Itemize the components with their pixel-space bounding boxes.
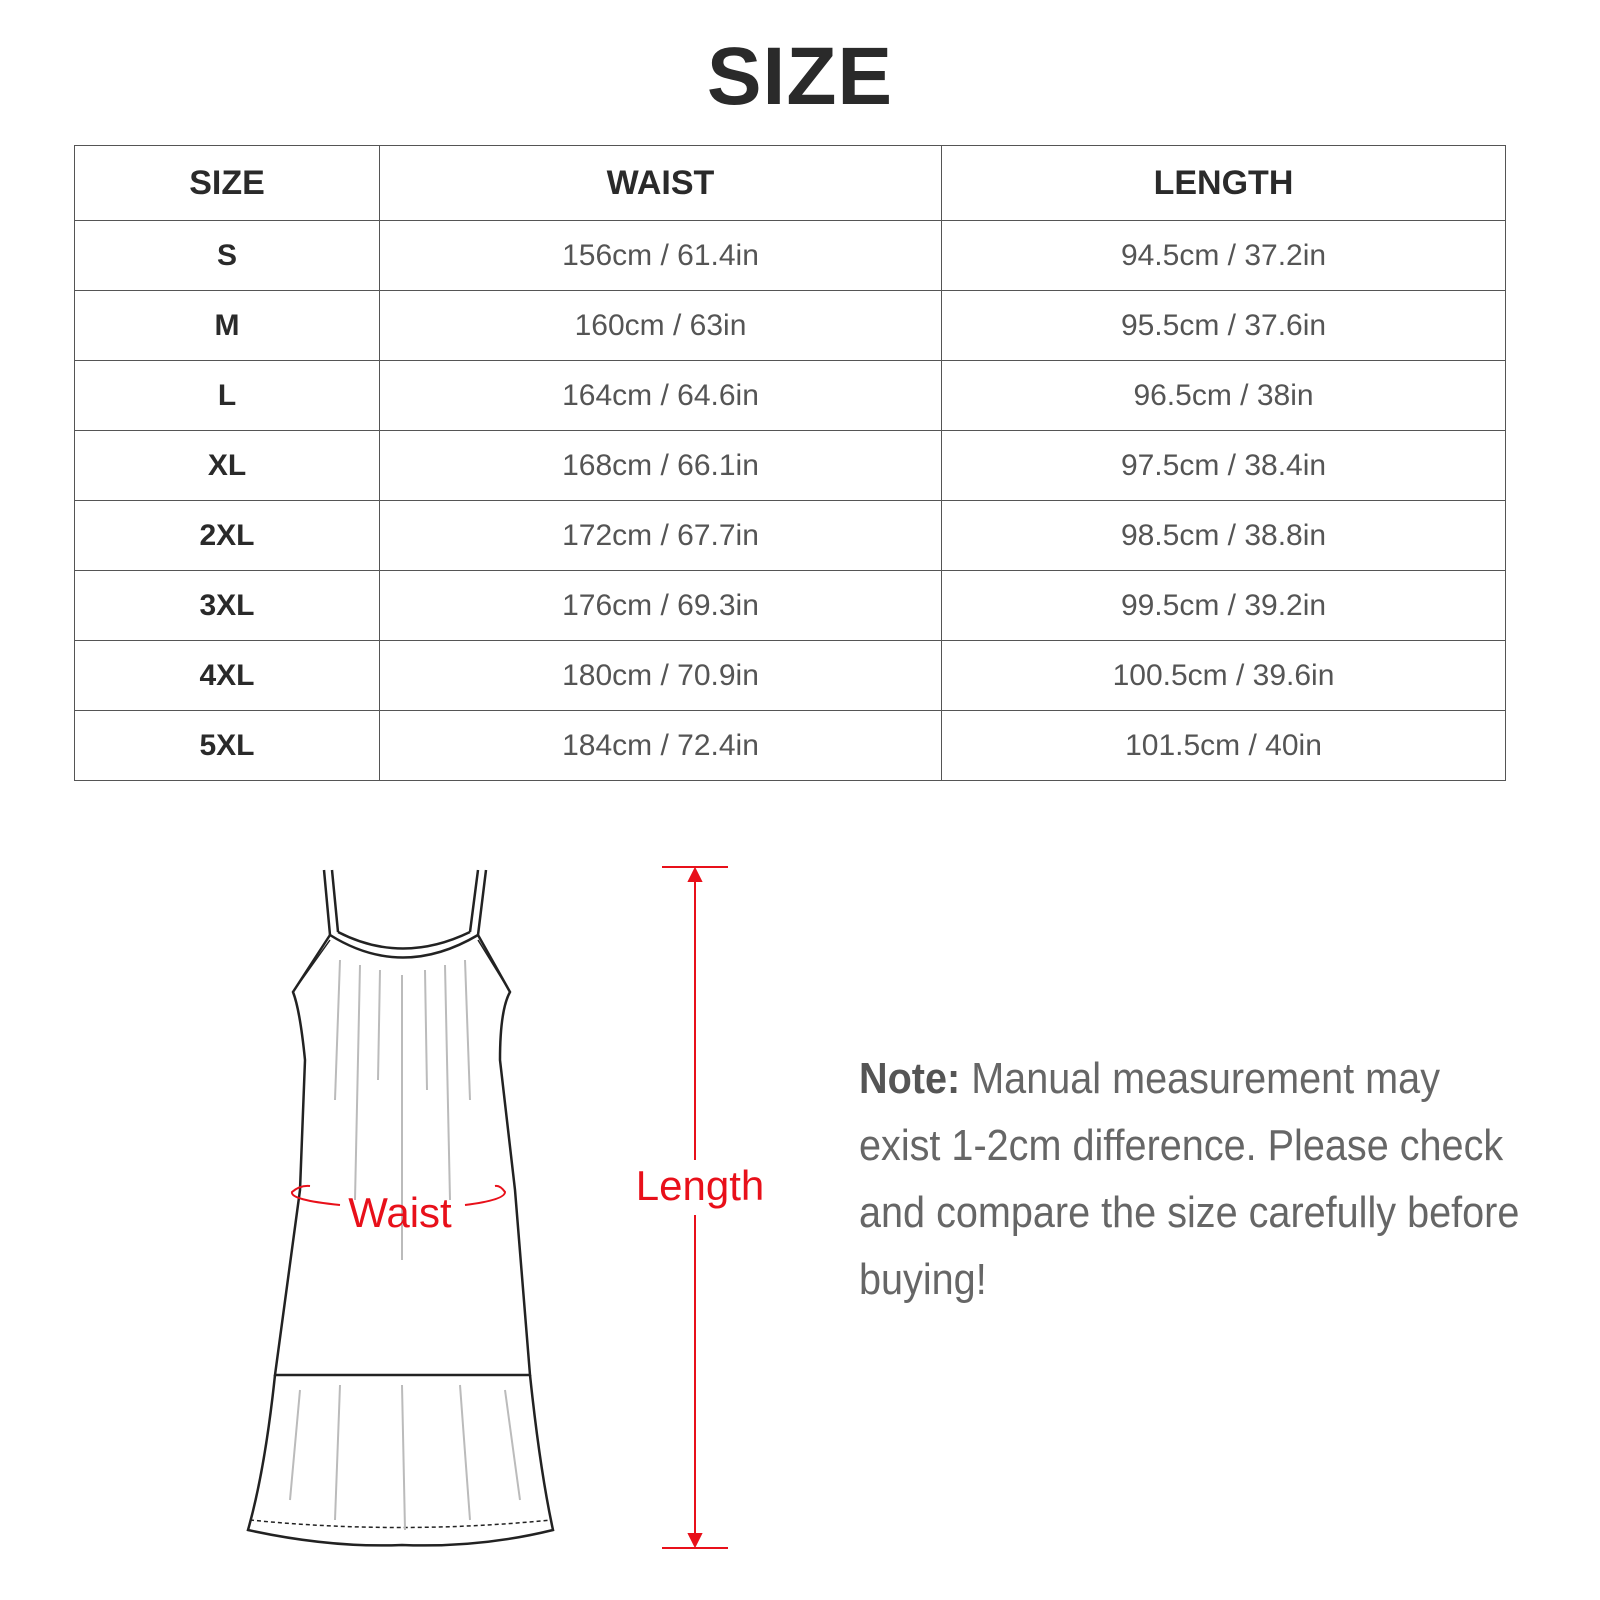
table-row: 4XL 180cm / 70.9in 100.5cm / 39.6in <box>74 640 1506 711</box>
page-title: SIZE <box>706 31 894 122</box>
waist-cell: 160cm / 63in <box>379 290 942 361</box>
note-body: Manual measurement may exist 1-2cm diffe… <box>859 1054 1520 1304</box>
table-row: 5XL 184cm / 72.4in 101.5cm / 40in <box>74 710 1506 781</box>
size-cell: 2XL <box>74 500 380 571</box>
length-cell: 96.5cm / 38in <box>941 360 1506 431</box>
length-cell: 100.5cm / 39.6in <box>941 640 1506 711</box>
waist-measure-line <box>291 1184 507 1206</box>
length-measure-line <box>662 866 728 1549</box>
waist-cell: 180cm / 70.9in <box>379 640 942 711</box>
header-length: LENGTH <box>941 145 1506 221</box>
length-label: Length <box>636 1162 764 1209</box>
length-cell: 98.5cm / 38.8in <box>941 500 1506 571</box>
size-cell: XL <box>74 430 380 501</box>
table-row: 3XL 176cm / 69.3in 99.5cm / 39.2in <box>74 570 1506 641</box>
length-cell: 101.5cm / 40in <box>941 710 1506 781</box>
size-cell: S <box>74 220 380 291</box>
size-cell: 3XL <box>74 570 380 641</box>
note-text: Note: Manual measurement may exist 1-2cm… <box>859 1045 1525 1313</box>
size-cell: 4XL <box>74 640 380 711</box>
size-table: SIZE WAIST LENGTH S 156cm / 61.4in 94.5cm … <box>74 145 1506 781</box>
waist-cell: 156cm / 61.4in <box>379 220 942 291</box>
size-cell: 5XL <box>74 710 380 781</box>
header-size: SIZE <box>74 145 380 221</box>
note-label: Note: <box>859 1054 961 1103</box>
table-row: 2XL 172cm / 67.7in 98.5cm / 38.8in <box>74 500 1506 571</box>
table-row: M 160cm / 63in 95.5cm / 37.6in <box>74 290 1506 361</box>
size-cell: M <box>74 290 380 361</box>
size-cell: L <box>74 360 380 431</box>
waist-label: Waist <box>348 1189 452 1236</box>
table-row: XL 168cm / 66.1in 97.5cm / 38.4in <box>74 430 1506 501</box>
table-row: S 156cm / 61.4in 94.5cm / 37.2in <box>74 220 1506 291</box>
waist-cell: 184cm / 72.4in <box>379 710 942 781</box>
dress-illustration <box>246 869 555 1547</box>
waist-cell: 168cm / 66.1in <box>379 430 942 501</box>
waist-cell: 172cm / 67.7in <box>379 500 942 571</box>
length-cell: 97.5cm / 38.4in <box>941 430 1506 501</box>
length-cell: 94.5cm / 37.2in <box>941 220 1506 291</box>
